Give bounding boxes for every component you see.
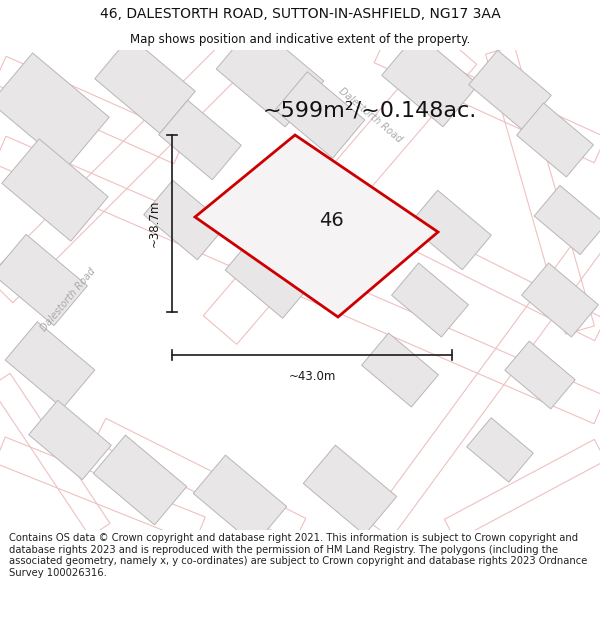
Text: 46: 46 xyxy=(319,211,344,230)
Polygon shape xyxy=(159,100,241,180)
Polygon shape xyxy=(382,33,478,127)
Polygon shape xyxy=(517,103,593,177)
Text: 46, DALESTORTH ROAD, SUTTON-IN-ASHFIELD, NG17 3AA: 46, DALESTORTH ROAD, SUTTON-IN-ASHFIELD,… xyxy=(100,7,500,21)
Text: Dalestorth Road: Dalestorth Road xyxy=(38,266,97,334)
Text: ~43.0m: ~43.0m xyxy=(289,371,335,384)
Polygon shape xyxy=(225,232,315,318)
Polygon shape xyxy=(409,190,491,270)
Polygon shape xyxy=(195,135,438,317)
Text: Map shows position and indicative extent of the property.: Map shows position and indicative extent… xyxy=(130,32,470,46)
Polygon shape xyxy=(193,455,287,545)
Polygon shape xyxy=(0,53,109,167)
Polygon shape xyxy=(93,435,187,525)
Polygon shape xyxy=(270,152,370,248)
Polygon shape xyxy=(469,50,551,130)
Polygon shape xyxy=(303,445,397,535)
Polygon shape xyxy=(534,186,600,254)
Polygon shape xyxy=(467,418,533,482)
Text: ~599m²/~0.148ac.: ~599m²/~0.148ac. xyxy=(263,100,477,120)
Text: ~38.7m: ~38.7m xyxy=(148,200,161,247)
Text: Dalestorth Road: Dalestorth Road xyxy=(337,86,404,144)
Text: Contains OS data © Crown copyright and database right 2021. This information is : Contains OS data © Crown copyright and d… xyxy=(9,533,587,578)
Polygon shape xyxy=(275,72,365,158)
Polygon shape xyxy=(0,234,88,326)
Polygon shape xyxy=(216,23,324,127)
Polygon shape xyxy=(5,322,95,408)
Polygon shape xyxy=(362,333,439,407)
Polygon shape xyxy=(2,139,108,241)
Polygon shape xyxy=(392,263,469,337)
Polygon shape xyxy=(521,263,598,337)
Polygon shape xyxy=(505,341,575,409)
Polygon shape xyxy=(144,180,226,260)
Polygon shape xyxy=(95,37,195,133)
Polygon shape xyxy=(29,400,111,480)
